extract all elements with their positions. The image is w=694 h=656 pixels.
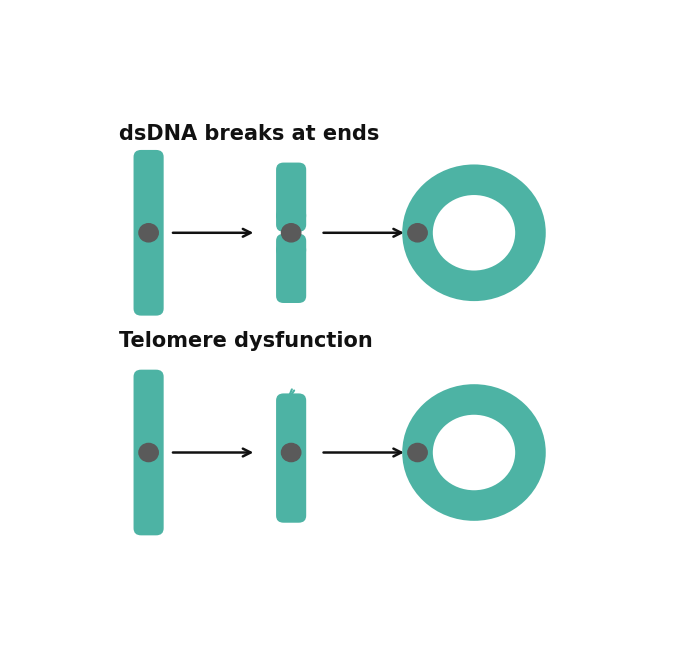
FancyBboxPatch shape — [133, 370, 164, 535]
Circle shape — [408, 443, 428, 462]
Text: Telomere dysfunction: Telomere dysfunction — [119, 331, 373, 351]
FancyBboxPatch shape — [276, 209, 306, 232]
FancyBboxPatch shape — [133, 150, 164, 316]
Text: dsDNA breaks at ends: dsDNA breaks at ends — [119, 124, 380, 144]
FancyBboxPatch shape — [276, 163, 306, 222]
FancyBboxPatch shape — [276, 243, 306, 303]
Circle shape — [282, 224, 301, 242]
FancyBboxPatch shape — [276, 234, 306, 257]
Circle shape — [408, 224, 428, 242]
Circle shape — [139, 224, 158, 242]
Circle shape — [139, 443, 158, 462]
FancyBboxPatch shape — [276, 394, 306, 523]
Circle shape — [282, 443, 301, 462]
